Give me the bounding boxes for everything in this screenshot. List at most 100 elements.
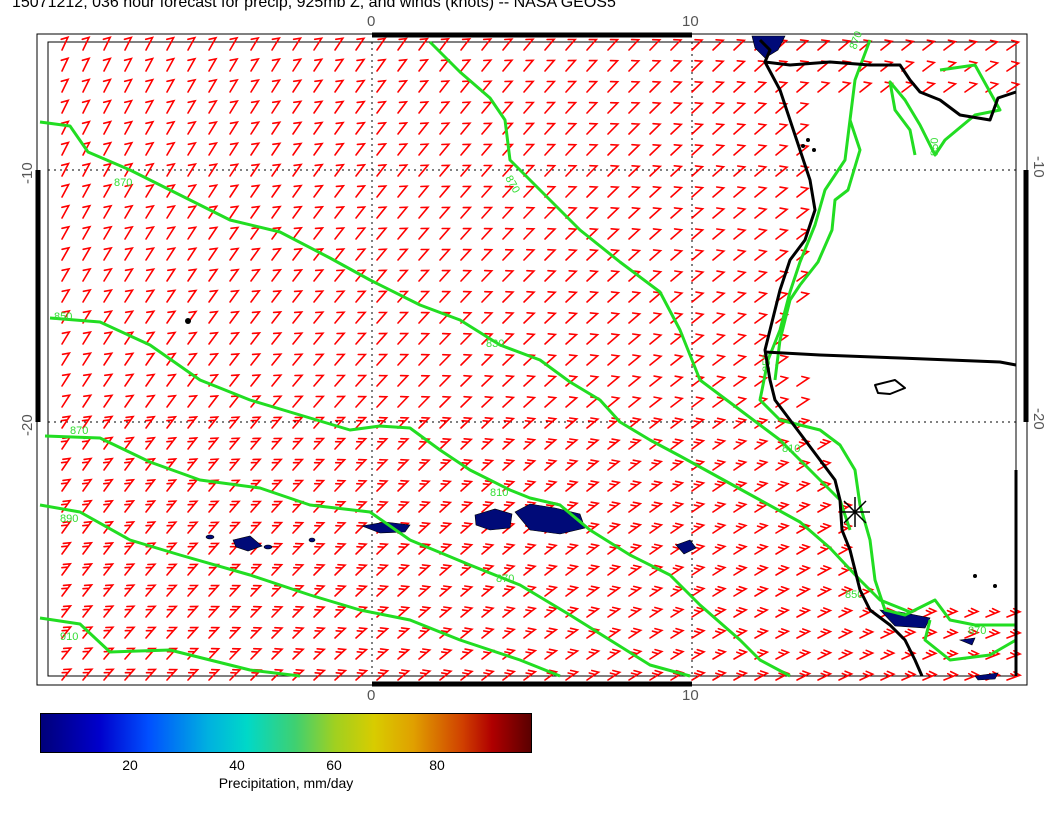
wind-barb <box>60 57 70 72</box>
wind-barb <box>334 332 346 345</box>
wind-barb <box>334 205 346 219</box>
wind-barb <box>418 332 431 345</box>
contour-label: 890 <box>60 513 78 525</box>
wind-barb <box>712 417 727 429</box>
wind-barb <box>481 101 493 114</box>
wind-barb <box>607 606 622 618</box>
wind-barb <box>271 395 283 408</box>
wind-barb <box>523 227 536 240</box>
wind-barb <box>607 396 621 408</box>
wind-barb <box>229 605 242 618</box>
wind-barb <box>292 184 303 198</box>
wind-barb <box>838 39 852 51</box>
wind-barb <box>418 143 430 156</box>
wind-barb <box>796 186 810 198</box>
contour-label: 810 <box>490 487 508 499</box>
lat-tick-left: -20 <box>19 414 36 436</box>
wind-barb <box>355 627 369 639</box>
wind-barb <box>586 249 600 261</box>
wind-barb <box>439 585 453 597</box>
wind-barb <box>649 80 662 93</box>
contour-line <box>39 616 301 678</box>
wind-barb <box>418 374 431 387</box>
wind-barb <box>649 501 664 513</box>
wind-barb <box>145 99 155 114</box>
wind-barb <box>82 499 93 513</box>
wind-barb <box>334 585 347 597</box>
wind-barb <box>523 543 537 555</box>
wind-barb <box>838 628 854 639</box>
precip-blob <box>958 637 976 646</box>
wind-barb <box>775 522 790 534</box>
wind-barb <box>544 648 559 660</box>
wind-barb <box>187 394 199 408</box>
wind-barb <box>208 163 219 177</box>
wind-barb <box>145 57 155 72</box>
wind-barb <box>796 207 811 219</box>
wind-barb <box>439 564 453 576</box>
wind-barb <box>103 563 115 576</box>
wind-barb <box>250 353 262 366</box>
wind-barb <box>271 647 284 660</box>
wind-barb <box>796 649 812 660</box>
wind-barb <box>775 354 790 366</box>
wind-barb <box>565 333 579 345</box>
wind-barb <box>250 605 263 618</box>
wind-barb <box>292 626 305 639</box>
wind-barb <box>922 670 938 681</box>
wind-barb <box>102 36 112 51</box>
wind-barb <box>397 311 410 324</box>
wind-barb <box>313 374 325 387</box>
wind-barb <box>334 311 346 324</box>
wind-barb <box>271 605 284 618</box>
wind-barb <box>943 81 958 93</box>
wind-barb <box>733 81 747 93</box>
wind-barb <box>607 143 620 156</box>
wind-barb <box>145 226 156 240</box>
wind-barb <box>523 564 537 576</box>
wind-barb <box>712 102 726 114</box>
wind-barb <box>418 269 431 282</box>
wind-barb <box>649 144 662 156</box>
lon-tick-top: 0 <box>367 13 375 30</box>
wind-barb <box>607 522 622 534</box>
wind-barb <box>166 457 178 471</box>
wind-barb <box>250 374 262 387</box>
wind-barb <box>544 248 557 261</box>
wind-barb <box>901 628 917 639</box>
wind-barb <box>313 479 326 492</box>
wind-barb <box>82 267 92 282</box>
wind-barb <box>502 354 515 366</box>
wind-barb <box>460 59 472 72</box>
colorbar-tick: 60 <box>326 757 342 773</box>
wind-barb <box>670 80 683 93</box>
wind-barb <box>460 353 473 366</box>
lat-tick-left: -10 <box>19 162 36 184</box>
wind-barb <box>397 79 409 93</box>
wind-barb <box>376 37 387 51</box>
wind-barb <box>124 310 135 324</box>
wind-barb <box>460 290 473 303</box>
wind-barb <box>82 562 94 576</box>
wind-barb <box>145 141 155 156</box>
wind-barb <box>439 480 453 492</box>
wind-barb <box>733 375 748 387</box>
wind-barb <box>544 438 558 450</box>
wind-barb <box>418 185 430 198</box>
wind-barb <box>712 186 726 198</box>
wind-barb <box>355 542 368 555</box>
wind-barb <box>313 247 325 261</box>
wind-barb <box>628 101 641 114</box>
wind-barb <box>712 585 727 597</box>
wind-barb <box>649 648 664 660</box>
wind-barb <box>250 458 262 471</box>
wind-barb <box>481 227 494 240</box>
wind-barb <box>124 605 136 618</box>
wind-barb <box>523 627 538 639</box>
wind-barb <box>376 669 390 681</box>
wind-barb <box>397 627 411 639</box>
wind-barb <box>796 291 811 303</box>
wind-barb <box>733 186 747 198</box>
wind-barb <box>649 122 662 135</box>
wind-barb <box>544 38 556 51</box>
